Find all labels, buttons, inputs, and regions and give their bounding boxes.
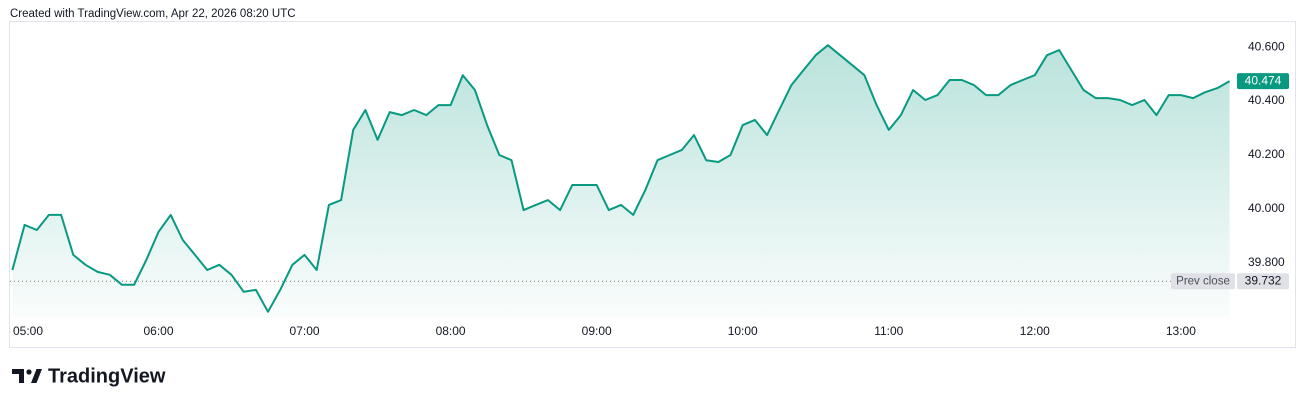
y-tick-label: 40.000	[1248, 201, 1285, 215]
y-tick-label: 40.600	[1248, 39, 1285, 53]
prev-close-name: Prev close	[1176, 275, 1230, 287]
x-tick-label: 11:00	[874, 324, 903, 338]
x-tick-label: 07:00	[290, 324, 320, 338]
x-tick-label: 13:00	[1166, 324, 1196, 338]
x-tick-label: 09:00	[582, 324, 612, 338]
chart-frame	[9, 21, 1296, 348]
logo-icon	[12, 369, 42, 383]
y-tick-label: 40.200	[1248, 147, 1285, 161]
x-tick-label: 06:00	[143, 324, 173, 338]
price-line	[11, 44, 1231, 313]
prev-close-tag	[1171, 273, 1235, 290]
area-fill	[12, 45, 1230, 318]
prev-close-value: 39.732	[1245, 273, 1282, 287]
x-tick-label: 10:00	[728, 324, 758, 338]
brand: TradingView	[48, 365, 166, 387]
credit: Created with TradingView.com, Apr 22, 20…	[10, 8, 296, 20]
last-price-label: 40.474	[1245, 73, 1282, 87]
x-tick-label: 08:00	[436, 324, 466, 338]
x-tick-label: 05:00	[13, 324, 43, 338]
y-tick-label: 39.800	[1248, 255, 1285, 269]
y-tick-label: 40.400	[1248, 93, 1285, 107]
prev-close-badge	[1237, 273, 1289, 290]
last-price-badge	[1237, 73, 1289, 90]
x-tick-label: 12:00	[1020, 324, 1050, 338]
